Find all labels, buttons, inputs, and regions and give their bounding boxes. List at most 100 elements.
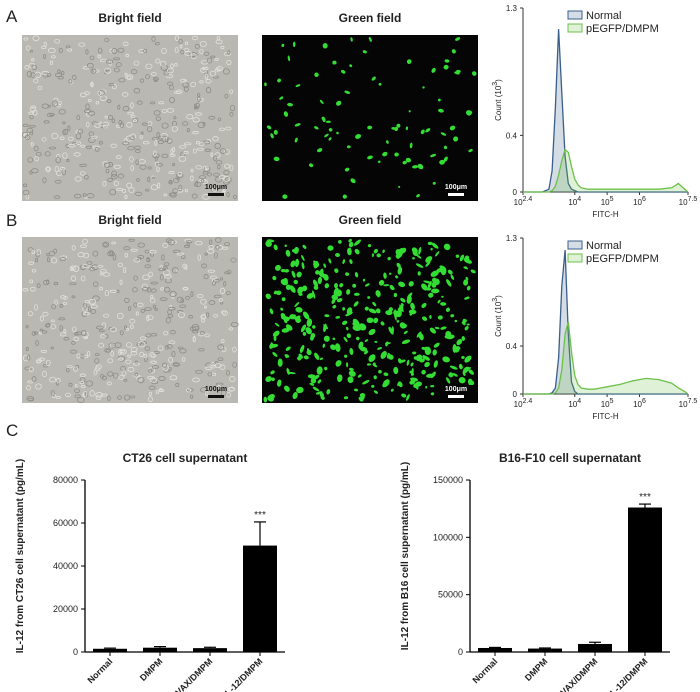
cell xyxy=(233,194,237,200)
cell xyxy=(84,300,90,304)
cell xyxy=(117,395,122,400)
cell xyxy=(49,60,53,66)
bar xyxy=(478,647,512,652)
cell xyxy=(363,350,369,355)
cell xyxy=(115,124,123,128)
cell xyxy=(170,148,174,155)
cell xyxy=(111,241,117,245)
cell xyxy=(122,188,127,194)
cell xyxy=(183,85,189,92)
cell xyxy=(440,132,447,136)
cell xyxy=(82,238,88,245)
cell xyxy=(400,297,406,303)
cell xyxy=(81,329,87,337)
cell xyxy=(90,68,97,74)
cell xyxy=(28,111,35,115)
cell xyxy=(145,63,153,70)
cell xyxy=(104,115,108,119)
cell xyxy=(29,131,34,136)
cell xyxy=(166,344,173,349)
cell xyxy=(186,388,191,393)
cell xyxy=(46,166,50,173)
cell xyxy=(352,283,357,288)
cell xyxy=(349,259,353,264)
cell xyxy=(377,160,381,164)
cell xyxy=(176,296,184,303)
cell xyxy=(332,337,336,341)
legend-swatch xyxy=(567,10,583,20)
cell xyxy=(214,176,223,183)
cell xyxy=(136,302,144,308)
cell xyxy=(25,45,31,51)
cell xyxy=(219,287,226,294)
cell xyxy=(98,329,105,333)
cell xyxy=(401,339,411,345)
cell xyxy=(91,135,98,139)
cell xyxy=(443,243,451,251)
scale-bar-box xyxy=(436,183,476,199)
cell xyxy=(214,152,221,159)
cell xyxy=(22,183,28,188)
cell xyxy=(77,252,85,258)
cell xyxy=(265,240,272,247)
cell xyxy=(88,110,96,116)
cell xyxy=(51,132,59,140)
cell xyxy=(138,341,146,348)
cell xyxy=(124,297,130,303)
cell xyxy=(328,258,332,264)
cell xyxy=(323,324,329,330)
cell xyxy=(129,156,134,162)
cell xyxy=(36,283,41,288)
cell xyxy=(50,389,55,396)
cell xyxy=(126,122,133,128)
cell xyxy=(55,157,61,164)
cell xyxy=(333,287,339,297)
cell xyxy=(410,302,415,310)
cell xyxy=(174,35,180,41)
cell xyxy=(424,361,430,368)
cell xyxy=(408,281,414,287)
cell xyxy=(179,44,183,49)
cell xyxy=(371,384,375,388)
cell xyxy=(71,245,76,251)
cell xyxy=(270,343,279,348)
cell xyxy=(107,395,111,402)
cell xyxy=(101,322,107,329)
cell xyxy=(461,336,465,341)
cell xyxy=(272,275,277,281)
cell xyxy=(206,312,210,318)
cell xyxy=(202,194,210,200)
cell xyxy=(109,189,117,196)
cell xyxy=(210,362,216,367)
cell xyxy=(201,318,205,323)
cell xyxy=(215,160,223,165)
cell xyxy=(30,142,34,147)
cell xyxy=(117,262,123,268)
cell xyxy=(106,381,112,386)
cell xyxy=(322,343,326,348)
cell xyxy=(140,336,146,341)
cell xyxy=(195,102,200,109)
cell xyxy=(94,353,100,356)
cell xyxy=(63,295,68,300)
cell xyxy=(426,373,435,378)
cell xyxy=(427,280,432,289)
cell xyxy=(468,148,473,153)
cell xyxy=(74,388,80,394)
cell xyxy=(184,41,189,46)
cell xyxy=(316,366,323,375)
cell xyxy=(26,70,32,78)
cell xyxy=(421,302,427,309)
cell xyxy=(113,67,120,73)
cell xyxy=(412,257,415,260)
cell xyxy=(281,297,286,302)
cell xyxy=(346,307,353,315)
cell xyxy=(346,362,349,368)
cell xyxy=(133,258,141,263)
cell xyxy=(306,293,314,299)
cell xyxy=(201,263,208,269)
cell xyxy=(122,141,130,146)
cell xyxy=(71,74,77,81)
cell xyxy=(232,346,237,353)
cell xyxy=(199,80,204,84)
